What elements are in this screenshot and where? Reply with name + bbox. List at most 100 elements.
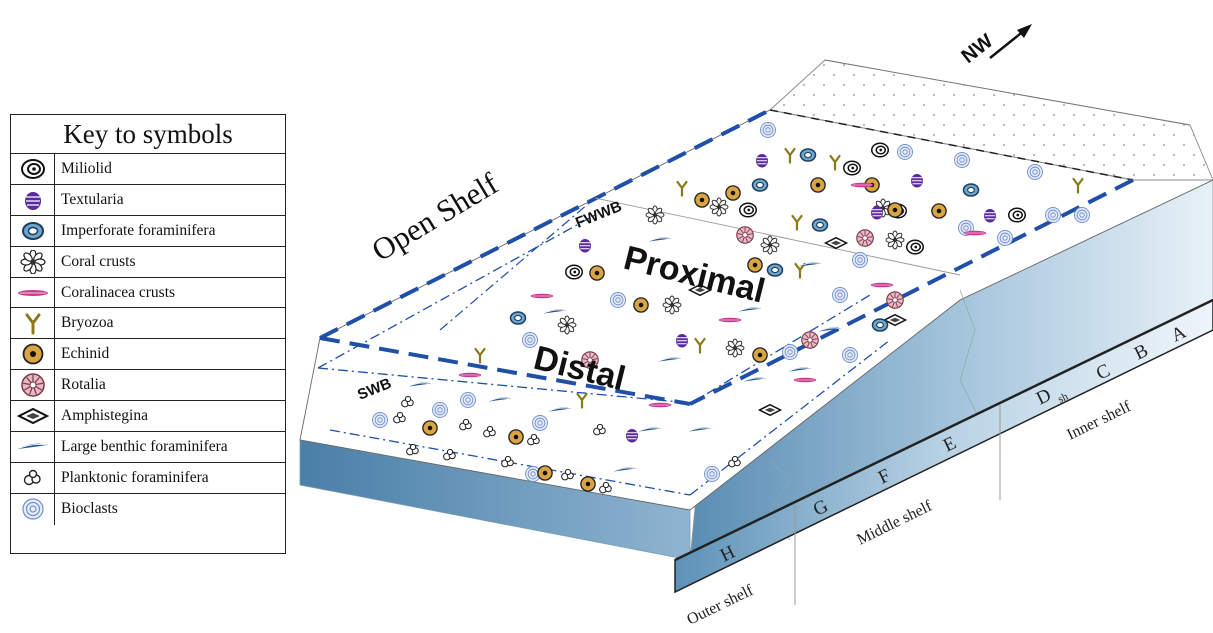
coral-crusts-icon	[760, 235, 780, 255]
coralinacea-crusts-icon	[648, 402, 672, 408]
rotalia-icon	[581, 351, 599, 369]
legend-label: Bioclasts	[61, 499, 118, 517]
zone-a: A	[1168, 321, 1190, 346]
miliolid-icon	[843, 160, 861, 176]
planktonic-foraminifera-icon	[501, 455, 514, 468]
middle-shelf-label: Middle shelf	[854, 497, 935, 548]
echinid-icon	[725, 185, 741, 201]
imperforate-foraminifera-icon	[962, 183, 980, 197]
planktonic-foraminifera-icon	[406, 443, 419, 456]
bioclasts-icon	[522, 332, 538, 348]
planktonic-foraminifera-icon	[561, 468, 574, 481]
zone-c: C	[1093, 360, 1114, 384]
amphistegina-icon	[882, 313, 908, 327]
amphistegina-icon	[11, 401, 55, 432]
amphistegina-icon	[823, 236, 849, 250]
large-benthic-foraminifera-icon	[648, 237, 672, 242]
miliolid-icon	[11, 154, 55, 184]
legend-row-imperforate: Imperforate foraminifera	[11, 215, 285, 247]
bryozoa-icon	[676, 180, 688, 197]
open-shelf-label: Open Shelf	[366, 165, 505, 268]
legend-row-miliolid: Miliolid	[11, 154, 285, 185]
coral-crusts-icon	[873, 198, 893, 218]
large-benthic-foraminifera-icon	[638, 427, 662, 432]
echinid-icon	[11, 339, 55, 370]
legend-label: Miliolid	[61, 160, 112, 177]
textularia-icon	[911, 174, 923, 188]
bioclasts-icon	[610, 292, 626, 308]
coralinacea-crusts-icon	[530, 293, 554, 299]
rotalia-icon	[886, 291, 904, 309]
coral-crusts-icon	[709, 197, 729, 217]
coralinacea-crusts-icon	[963, 230, 987, 236]
planktonic-foraminifera-icon	[443, 448, 456, 461]
imperforate-foraminifera-icon	[751, 178, 769, 192]
legend-label: Echinid	[61, 345, 110, 363]
legend-label: Planktonic foraminifera	[61, 468, 209, 486]
miliolid-icon	[1008, 207, 1026, 223]
bioclasts-icon	[11, 493, 55, 525]
legend-row-coralinacea: Coralinacea crusts	[11, 277, 285, 309]
large-benthic-foraminifera-icon	[488, 397, 512, 402]
large-benthic-foraminifera-icon	[818, 327, 842, 332]
echinid-icon	[537, 465, 553, 481]
inner-shelf-label: Inner shelf	[1064, 398, 1134, 444]
coral-crusts-icon	[725, 338, 745, 358]
coralinacea-crusts-icon	[793, 377, 817, 383]
bioclasts-icon	[432, 402, 448, 418]
legend-row-bioclasts: Bioclasts	[11, 493, 285, 525]
planktonic-foraminifera-icon	[599, 481, 612, 494]
coral-crusts-icon	[662, 295, 682, 315]
legend-row-lbf: Large benthic foraminifera	[11, 432, 285, 463]
legend-row-coral: Coral crusts	[11, 246, 285, 278]
zone-d: D	[1033, 385, 1055, 410]
legend-label: Textularia	[61, 190, 124, 208]
zone-g: G	[810, 495, 832, 520]
imperforate-foraminifera-icon	[811, 218, 829, 232]
coralinacea-crusts-icon	[718, 317, 742, 323]
rotalia-icon	[11, 370, 55, 401]
large-benthic-foraminifera-icon	[658, 357, 682, 362]
coralinacea-crusts-icon	[850, 182, 874, 188]
bioclasts-icon	[704, 466, 720, 482]
legend-label: Large benthic foraminifera	[61, 438, 228, 456]
bioclasts-icon	[782, 344, 798, 360]
legend-row-echinid: Echinid	[11, 339, 285, 371]
legend-label: Bryozoa	[61, 314, 114, 332]
bioclasts-icon	[897, 144, 913, 160]
bryozoa-icon	[694, 337, 706, 354]
large-benthic-foraminifera-icon	[688, 427, 712, 432]
legend-label: Amphistegina	[61, 407, 148, 425]
legend-label: Imperforate foraminifera	[61, 221, 216, 239]
echinid-icon	[422, 420, 438, 436]
rotalia-icon	[801, 331, 819, 349]
coral-crusts-icon	[11, 246, 55, 277]
echinid-icon	[508, 429, 524, 445]
planktonic-foraminifera-icon	[728, 455, 741, 468]
imperforate-foraminifera-icon	[766, 263, 784, 277]
imperforate-foraminifera-icon	[799, 148, 817, 162]
rotalia-icon	[736, 226, 754, 244]
echinid-icon	[931, 203, 947, 219]
bryozoa-icon	[829, 154, 841, 171]
planktonic-foraminifera-icon	[527, 433, 540, 446]
echinid-icon	[887, 202, 903, 218]
bioclasts-icon	[997, 230, 1013, 246]
bioclasts-icon	[1074, 207, 1090, 223]
legend-row-rotalia: Rotalia	[11, 370, 285, 402]
bioclasts-icon	[532, 415, 548, 431]
coralinacea-crusts-icon	[870, 282, 894, 288]
bioclasts-icon	[832, 287, 848, 303]
coral-crusts-icon	[885, 230, 905, 250]
zone-d-sub: sh	[1056, 390, 1071, 405]
legend: Key to symbols Miliolid Textularia Imperfo…	[10, 114, 286, 554]
zone-h: H	[717, 541, 739, 566]
planktonic-foraminifera-icon	[459, 418, 472, 431]
echinid-icon	[864, 177, 880, 193]
textularia-icon	[756, 154, 768, 168]
bioclasts-icon	[842, 347, 858, 363]
amphistegina-icon	[757, 403, 783, 417]
coral-crusts-icon	[557, 315, 577, 335]
echinid-icon	[633, 297, 649, 313]
large-benthic-foraminifera-icon	[408, 382, 432, 387]
